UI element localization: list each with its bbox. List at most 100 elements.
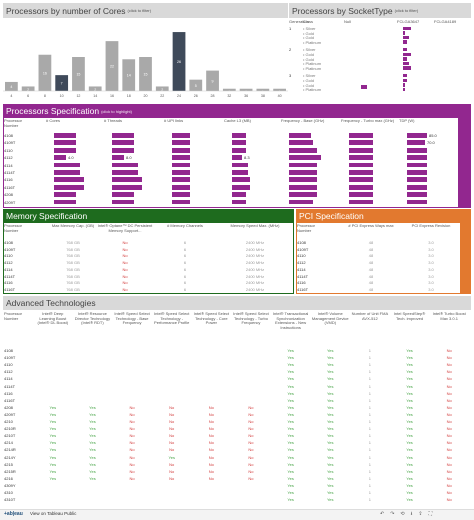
- spec-bar[interactable]: [232, 192, 246, 197]
- spec-processor-label[interactable]: 4112: [4, 155, 13, 161]
- share-icon[interactable]: ⇪: [418, 511, 429, 517]
- spec-bar[interactable]: [289, 162, 317, 168]
- undo-icon[interactable]: ↶: [380, 511, 391, 517]
- socket-bar[interactable]: [403, 26, 411, 30]
- redo-icon[interactable]: ↷: [390, 511, 401, 517]
- spec-bar[interactable]: [112, 170, 138, 175]
- adv-table[interactable]: Processor Number Intel® Deep Learning Boo…: [4, 311, 470, 508]
- spec-processor-label[interactable]: 4114T: [4, 170, 16, 175]
- spec-bar[interactable]: [112, 162, 138, 168]
- spec-bar[interactable]: [349, 184, 373, 190]
- tableau-logo[interactable]: +ab|eau: [4, 511, 23, 517]
- spec-processor-label[interactable]: 4108: [4, 133, 13, 138]
- spec-bar[interactable]: [54, 162, 80, 168]
- view-on-tableau-link[interactable]: View on Tableau Public: [30, 511, 77, 516]
- spec-bar[interactable]: [172, 162, 190, 168]
- spec-bar[interactable]: [407, 162, 427, 168]
- socket-table[interactable]: Generation Class Null FCLGA3647 FCLGA4189 1 • …: [289, 19, 471, 103]
- socket-bar[interactable]: [403, 78, 407, 82]
- spec-processor-label[interactable]: 4209T: [4, 199, 16, 205]
- spec-bar[interactable]: [349, 147, 373, 153]
- socket-bar[interactable]: [403, 66, 411, 70]
- cores-bar[interactable]: [139, 57, 152, 91]
- cores-bar[interactable]: [172, 32, 186, 91]
- cores-bar[interactable]: [273, 88, 286, 91]
- spec-bar[interactable]: [172, 140, 190, 146]
- spec-bar[interactable]: [407, 133, 427, 138]
- cores-bar[interactable]: [206, 70, 219, 91]
- spec-bar[interactable]: [172, 133, 190, 138]
- spec-processor-label[interactable]: 4110: [4, 147, 13, 153]
- cores-bar-chart[interactable]: 4426168710151221422161418152022226245269…: [3, 19, 288, 104]
- spec-bar[interactable]: [172, 177, 190, 183]
- mem-table[interactable]: Processor Number Max Memory Cap. (GB) Inte…: [4, 223, 293, 293]
- spec-bar[interactable]: [54, 177, 84, 183]
- spec-bar[interactable]: [112, 184, 142, 190]
- spec-bar[interactable]: [289, 155, 321, 160]
- spec-bar[interactable]: [232, 184, 250, 190]
- spec-bar[interactable]: [54, 147, 76, 153]
- spec-bar[interactable]: [407, 192, 427, 197]
- spec-bar[interactable]: [54, 199, 76, 205]
- cores-bar[interactable]: [256, 88, 270, 91]
- spec-bar[interactable]: [172, 155, 190, 160]
- spec-processor-label[interactable]: 4114: [4, 162, 13, 168]
- cores-bar[interactable]: [21, 86, 35, 91]
- spec-bar[interactable]: [289, 177, 317, 183]
- spec-bar[interactable]: [407, 199, 427, 205]
- spec-bar[interactable]: [232, 170, 248, 175]
- cores-bar[interactable]: [122, 59, 136, 91]
- spec-bar[interactable]: [112, 133, 134, 138]
- socket-bar[interactable]: [403, 47, 407, 52]
- spec-bar[interactable]: [232, 147, 246, 153]
- spec-bar[interactable]: [172, 170, 190, 175]
- spec-bar[interactable]: [112, 140, 134, 146]
- socket-bar[interactable]: [403, 40, 407, 44]
- spec-bar[interactable]: [112, 155, 124, 160]
- fullscreen-icon[interactable]: ⛶: [428, 511, 439, 517]
- spec-bar[interactable]: [289, 192, 317, 197]
- spec-bar[interactable]: [54, 184, 84, 190]
- spec-bar[interactable]: [407, 170, 427, 175]
- spec-bar[interactable]: [289, 140, 313, 146]
- spec-bar[interactable]: [172, 192, 190, 197]
- cores-bar[interactable]: [88, 86, 102, 91]
- spec-bar[interactable]: [172, 147, 190, 153]
- spec-bar[interactable]: [349, 192, 373, 197]
- spec-bar[interactable]: [54, 133, 76, 138]
- spec-bar[interactable]: [54, 140, 76, 146]
- socket-bar[interactable]: [403, 35, 409, 40]
- spec-bar[interactable]: [112, 192, 134, 197]
- spec-bar[interactable]: [232, 140, 246, 146]
- spec-bar[interactable]: [232, 199, 246, 205]
- spec-bar[interactable]: [54, 192, 76, 197]
- cores-bar[interactable]: [239, 88, 253, 91]
- revert-icon[interactable]: ⟲: [400, 511, 411, 517]
- cores-bar[interactable]: [155, 86, 169, 91]
- spec-bar[interactable]: [289, 147, 317, 153]
- spec-bar[interactable]: [349, 170, 373, 175]
- spec-bar[interactable]: [172, 184, 190, 190]
- spec-bar[interactable]: [349, 199, 373, 205]
- spec-bar[interactable]: [407, 184, 427, 190]
- spec-bar[interactable]: [232, 133, 246, 138]
- spec-bar[interactable]: [349, 155, 373, 160]
- spec-bar[interactable]: [407, 177, 427, 183]
- spec-bar[interactable]: [289, 133, 311, 138]
- spec-bar[interactable]: [289, 170, 317, 175]
- spec-bar[interactable]: [349, 177, 373, 183]
- spec-table[interactable]: Processor Number # Cores # Threads # UPI li…: [4, 118, 456, 207]
- socket-bar[interactable]: [403, 31, 405, 35]
- cores-bar[interactable]: [189, 79, 203, 91]
- spec-bar[interactable]: [54, 170, 80, 175]
- socket-bar[interactable]: [403, 52, 411, 56]
- spec-processor-label[interactable]: 4109T: [4, 140, 16, 146]
- cores-bar[interactable]: [72, 57, 85, 91]
- download-icon[interactable]: ⭳: [410, 511, 419, 517]
- cores-bar[interactable]: [105, 41, 119, 91]
- spec-bar[interactable]: [349, 140, 373, 146]
- cores-bar[interactable]: [5, 81, 18, 91]
- spec-bar[interactable]: [407, 155, 427, 160]
- spec-processor-label[interactable]: 4116: [4, 177, 13, 183]
- spec-bar[interactable]: [232, 177, 250, 183]
